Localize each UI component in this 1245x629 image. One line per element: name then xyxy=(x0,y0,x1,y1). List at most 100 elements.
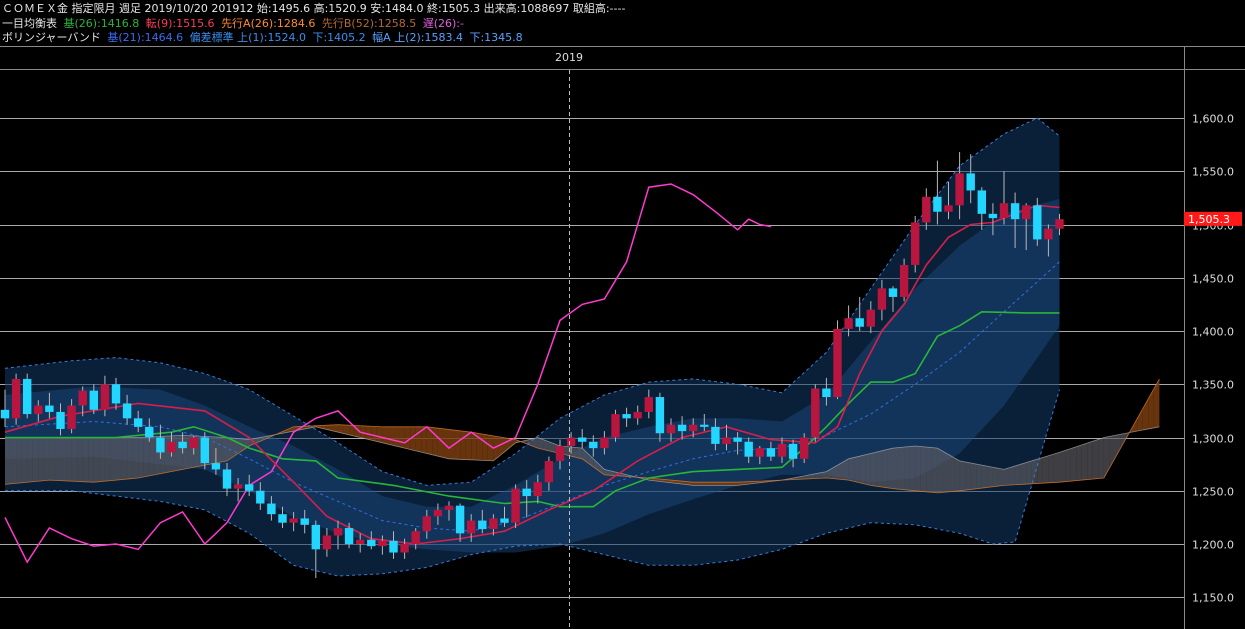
candle[interactable] xyxy=(644,389,653,419)
candle[interactable] xyxy=(899,258,909,302)
candle[interactable] xyxy=(267,496,276,521)
candle[interactable] xyxy=(578,428,587,449)
candle[interactable] xyxy=(600,431,609,455)
candle[interactable] xyxy=(300,509,309,534)
candle[interactable] xyxy=(100,375,110,417)
candle[interactable] xyxy=(145,418,154,442)
candle[interactable] xyxy=(178,432,187,454)
candle[interactable] xyxy=(700,414,709,432)
candle[interactable] xyxy=(933,160,942,225)
candle[interactable] xyxy=(467,514,476,542)
candle[interactable] xyxy=(833,320,842,400)
candle[interactable] xyxy=(689,418,698,438)
candle[interactable] xyxy=(1055,213,1064,236)
candle[interactable] xyxy=(111,377,121,410)
candle[interactable] xyxy=(666,418,676,442)
candle[interactable] xyxy=(1010,192,1020,248)
candle[interactable] xyxy=(755,446,764,465)
candle[interactable] xyxy=(533,474,542,504)
candle[interactable] xyxy=(444,501,454,521)
candle[interactable] xyxy=(78,386,87,417)
candle[interactable] xyxy=(422,509,431,539)
candles[interactable] xyxy=(0,152,1064,579)
candle[interactable] xyxy=(589,435,598,457)
candle[interactable] xyxy=(511,484,520,529)
candle[interactable] xyxy=(222,463,232,497)
candle[interactable] xyxy=(500,506,509,527)
candle[interactable] xyxy=(211,448,221,475)
candle[interactable] xyxy=(866,301,875,334)
candle[interactable] xyxy=(999,171,1009,225)
candle[interactable] xyxy=(522,480,531,518)
candle[interactable] xyxy=(911,215,920,273)
candle[interactable] xyxy=(677,416,687,440)
candle[interactable] xyxy=(611,409,620,442)
candle[interactable] xyxy=(733,432,742,455)
candle[interactable] xyxy=(844,305,853,337)
candle[interactable] xyxy=(344,522,354,549)
candle[interactable] xyxy=(156,424,165,459)
candle[interactable] xyxy=(788,439,798,468)
candle[interactable] xyxy=(966,154,975,204)
candle[interactable] xyxy=(1033,197,1042,246)
candle[interactable] xyxy=(0,389,10,427)
candle[interactable] xyxy=(977,187,986,230)
candle[interactable] xyxy=(23,373,32,419)
candle[interactable] xyxy=(400,538,409,559)
candle[interactable] xyxy=(566,432,576,454)
candle[interactable] xyxy=(855,296,864,331)
candle[interactable] xyxy=(134,410,143,433)
candle[interactable] xyxy=(744,437,753,464)
candle[interactable] xyxy=(378,535,387,555)
candle[interactable] xyxy=(233,477,243,502)
candle[interactable] xyxy=(711,418,720,451)
candle[interactable] xyxy=(356,533,365,553)
candle[interactable] xyxy=(822,377,831,406)
candle[interactable] xyxy=(955,152,964,220)
candle[interactable] xyxy=(478,509,487,534)
candle[interactable] xyxy=(322,528,332,557)
candle[interactable] xyxy=(411,528,420,550)
candle[interactable] xyxy=(722,424,731,451)
candle[interactable] xyxy=(256,482,265,510)
candle[interactable] xyxy=(877,279,887,321)
candle-body xyxy=(378,540,387,547)
candle[interactable] xyxy=(278,506,287,529)
candle[interactable] xyxy=(1044,224,1053,257)
candle[interactable] xyxy=(1022,203,1031,251)
candle[interactable] xyxy=(56,403,65,436)
candle[interactable] xyxy=(311,520,320,579)
candle[interactable] xyxy=(988,203,998,236)
candle[interactable] xyxy=(544,456,554,491)
candle[interactable] xyxy=(655,392,665,442)
candle[interactable] xyxy=(489,514,498,536)
candle[interactable] xyxy=(766,441,776,461)
candle[interactable] xyxy=(245,474,254,497)
candle[interactable] xyxy=(555,439,565,470)
candle[interactable] xyxy=(922,188,931,230)
candle[interactable] xyxy=(67,399,76,434)
candle-body xyxy=(1055,219,1064,229)
candle[interactable] xyxy=(122,394,132,425)
candle[interactable] xyxy=(11,373,21,425)
candle[interactable] xyxy=(777,437,787,464)
candle[interactable] xyxy=(189,435,198,455)
candle[interactable] xyxy=(289,512,298,532)
candle[interactable] xyxy=(622,407,631,427)
candle[interactable] xyxy=(89,384,98,415)
candle[interactable] xyxy=(200,432,209,470)
candle[interactable] xyxy=(167,432,176,457)
candle[interactable] xyxy=(433,503,443,525)
candle[interactable] xyxy=(888,286,898,312)
candle[interactable] xyxy=(367,531,376,550)
candle[interactable] xyxy=(811,384,820,442)
candle[interactable] xyxy=(800,433,809,464)
candle[interactable] xyxy=(333,520,343,550)
candle[interactable] xyxy=(944,181,953,220)
candle[interactable] xyxy=(34,400,43,422)
candle[interactable] xyxy=(455,503,465,542)
candle[interactable] xyxy=(45,392,54,419)
candle[interactable] xyxy=(633,405,642,425)
candle[interactable] xyxy=(389,531,398,559)
